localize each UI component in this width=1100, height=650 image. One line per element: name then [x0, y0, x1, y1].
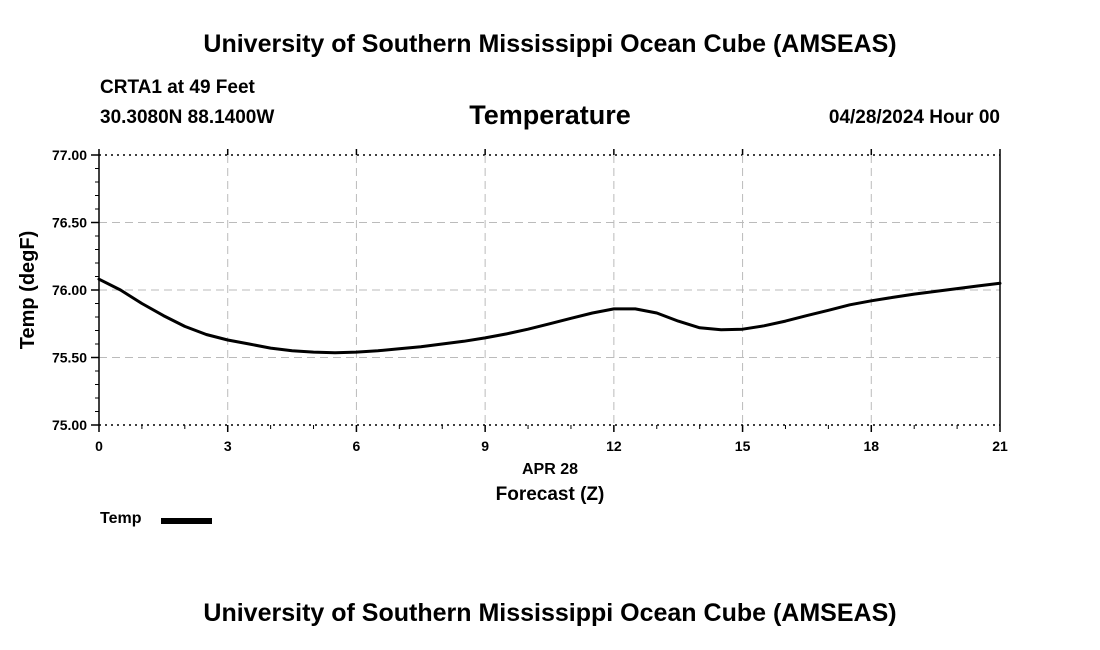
- x-tick-labels: 0 3 6 9 12 15 18 21: [95, 438, 1008, 454]
- variable-title: Temperature: [469, 100, 631, 130]
- coordinates-label: 30.3080N 88.1400W: [100, 107, 275, 128]
- timestamp-label: 04/28/2024 Hour 00: [828, 107, 1000, 128]
- y-tick-label: 75.00: [52, 417, 87, 433]
- x-tick-label: 21: [992, 438, 1008, 454]
- x-tick-label: 3: [224, 438, 232, 454]
- x-tick-label: 15: [735, 438, 751, 454]
- series-layer: [97, 277, 1002, 355]
- x-axis-date-label: APR 28: [522, 461, 578, 478]
- footer-title: University of Southern Mississippi Ocean…: [203, 599, 897, 627]
- grid-lines: [99, 154, 1000, 426]
- x-axis-title: Forecast (Z): [496, 484, 605, 505]
- x-tick-label: 18: [863, 438, 879, 454]
- x-tick-label: 9: [481, 438, 489, 454]
- axis-ticks: [91, 149, 1001, 432]
- legend-swatch: [161, 518, 212, 524]
- y-tick-labels: 75.00 75.50 76.00 76.50 77.00: [52, 147, 87, 433]
- y-tick-label: 76.50: [52, 215, 87, 231]
- x-tick-label: 12: [606, 438, 622, 454]
- station-label: CRTA1 at 49 Feet: [100, 77, 255, 98]
- y-tick-label: 77.00: [52, 147, 87, 163]
- x-tick-label: 6: [353, 438, 361, 454]
- chart-title: University of Southern Mississippi Ocean…: [203, 30, 897, 58]
- x-tick-label: 0: [95, 438, 103, 454]
- y-tick-label: 75.50: [52, 350, 87, 366]
- y-axis-title: Temp (degF): [17, 231, 39, 350]
- series-line-temp: [97, 277, 1002, 355]
- y-tick-label: 76.00: [52, 282, 87, 298]
- legend-label: Temp: [100, 510, 142, 527]
